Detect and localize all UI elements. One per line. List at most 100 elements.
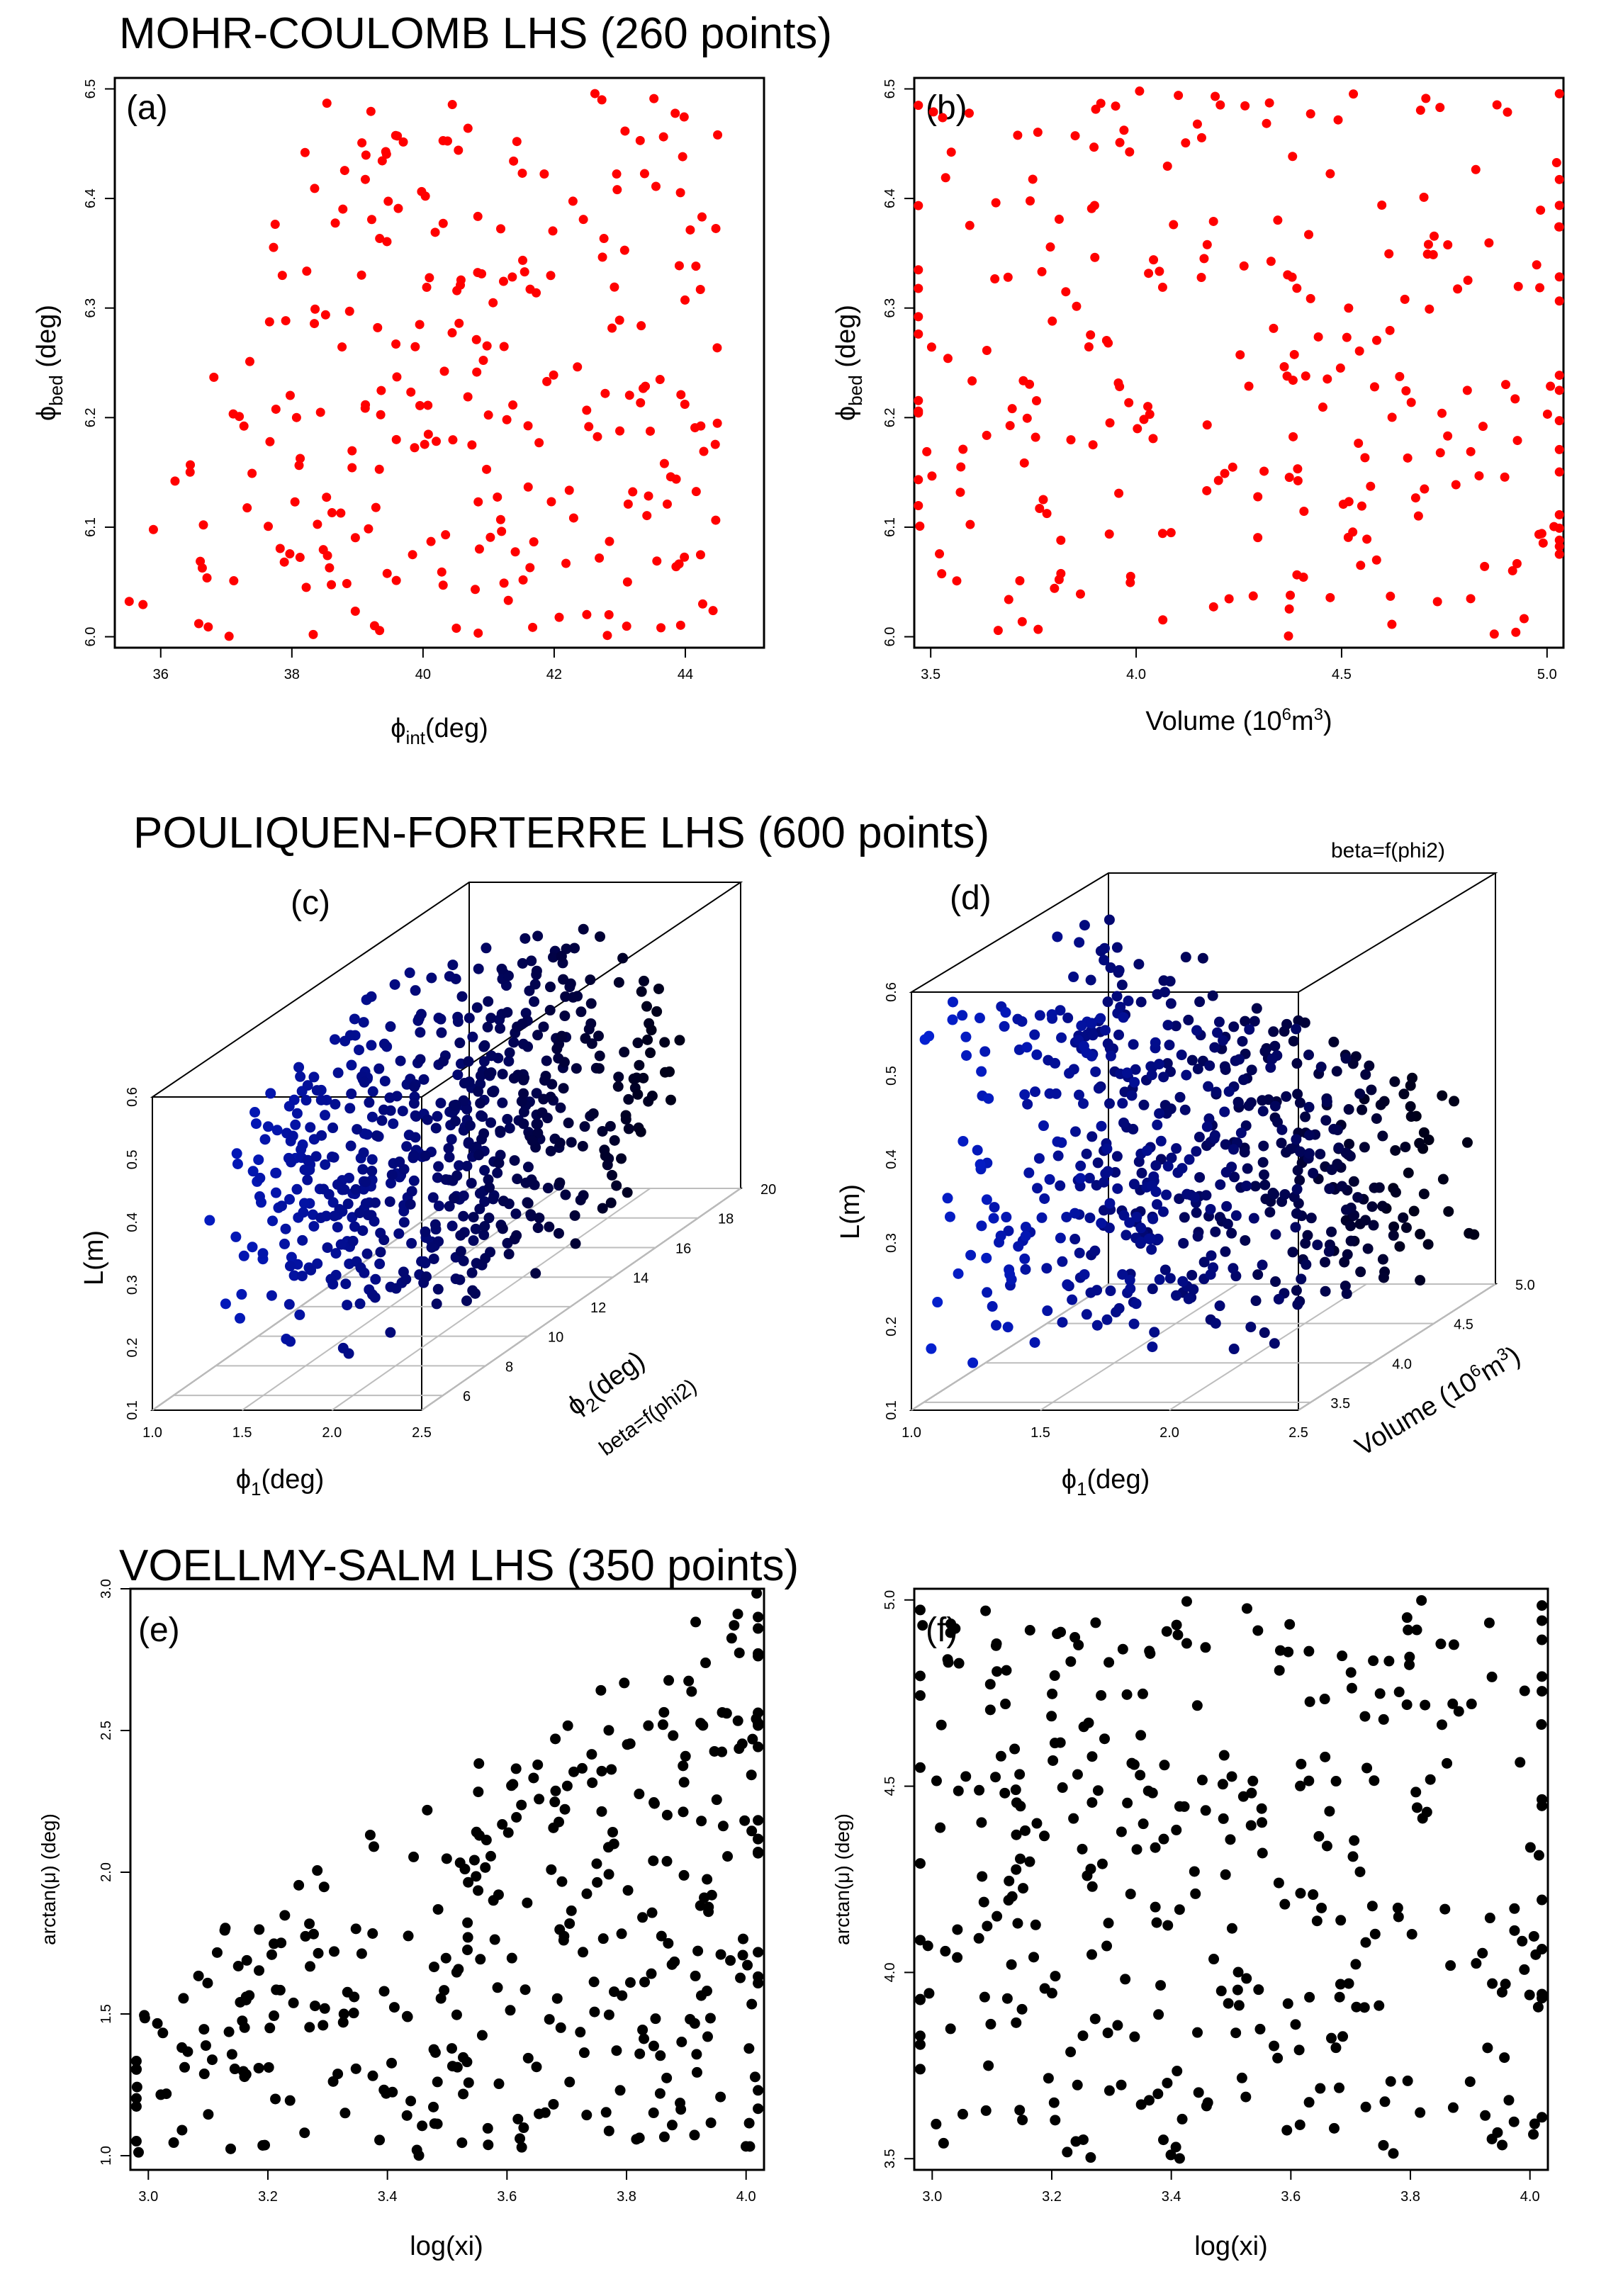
data-point (1117, 1098, 1128, 1109)
data-point (546, 497, 556, 507)
data-point (955, 488, 965, 497)
data-point (1030, 1086, 1041, 1098)
data-point (1542, 409, 1552, 419)
y-tick-label-a: 6.2 (83, 407, 99, 427)
x-tick-label-f: 3.8 (1400, 2189, 1420, 2205)
data-point (1312, 1239, 1323, 1251)
x-tick-label-e: 4.0 (736, 2189, 756, 2205)
data-point (603, 1725, 614, 1736)
data-point (220, 1923, 231, 1934)
data-point (1099, 955, 1110, 966)
y-tick-label-a: 6.5 (83, 79, 99, 99)
data-point (1528, 1930, 1539, 1942)
data-point (518, 255, 528, 265)
data-point (1135, 996, 1147, 1008)
y-axis-label-f: arctan(μ) (deg) (831, 1813, 853, 1945)
data-point (1338, 500, 1348, 510)
data-point (315, 1094, 327, 1105)
data-point (1439, 1903, 1451, 1915)
data-point (732, 1715, 743, 1726)
data-point (517, 1038, 529, 1049)
data-point (284, 1193, 296, 1205)
data-point (1257, 1817, 1268, 1828)
data-point (658, 132, 668, 142)
data-point (634, 1059, 645, 1071)
data-point (967, 1357, 979, 1368)
data-point (198, 2069, 210, 2080)
data-point (1221, 1200, 1232, 1212)
data-point (610, 282, 619, 292)
data-point (522, 2052, 534, 2064)
data-point (1346, 1682, 1357, 1694)
data-point (603, 2125, 614, 2137)
data-point (304, 2022, 315, 2033)
data-point (1196, 1774, 1208, 1786)
data-point (1245, 1820, 1257, 1831)
data-point (130, 2101, 142, 2112)
data-point (674, 559, 684, 569)
data-point (1214, 1300, 1225, 1312)
data-point (1228, 1263, 1239, 1274)
data-point (1554, 541, 1564, 551)
data-point (619, 1677, 630, 1689)
data-point (1462, 386, 1472, 395)
data-point (130, 2064, 142, 2075)
data-point (426, 1242, 437, 1253)
data-point (1146, 1244, 1157, 1255)
data-point (975, 1159, 986, 1170)
data-point (458, 2088, 469, 2100)
data-point (1354, 346, 1364, 356)
data-point (293, 1062, 305, 1073)
data-point (1315, 2083, 1326, 2094)
data-point (1096, 1689, 1107, 1701)
data-point (1162, 2077, 1173, 2088)
data-point (990, 274, 1000, 284)
data-point (452, 1069, 464, 1081)
data-point (639, 1976, 651, 1988)
data-point (974, 1784, 985, 1796)
data-point (1220, 1869, 1231, 1880)
data-point (1031, 395, 1041, 405)
data-point (430, 227, 440, 237)
data-point (1415, 106, 1425, 116)
data-point (1554, 272, 1564, 282)
data-point (1159, 1264, 1171, 1276)
data-point (548, 952, 559, 963)
data-point (999, 1020, 1010, 1032)
data-point (382, 568, 392, 578)
data-point (617, 952, 629, 964)
data-point (339, 1035, 351, 1047)
x-tick-label-e: 3.6 (497, 2189, 517, 2205)
data-point (1056, 1032, 1067, 1043)
data-point (1034, 1010, 1045, 1021)
data-point (578, 215, 588, 225)
data-point (943, 354, 953, 364)
panel-label-a: (a) (126, 89, 168, 127)
data-point (1484, 238, 1494, 248)
data-point (428, 2101, 439, 2112)
data-point (253, 2062, 264, 2073)
floor-grid-d (911, 1283, 1496, 1411)
data-point (402, 2011, 413, 2022)
y-tick-label-c: 0.2 (125, 1338, 140, 1358)
data-point (746, 1769, 757, 1781)
data-point (644, 491, 653, 501)
data-point (1241, 1973, 1252, 1984)
data-point (1537, 1988, 1548, 2000)
data-point (1524, 1989, 1535, 2000)
data-point (1198, 1256, 1210, 1268)
data-point (378, 1104, 389, 1115)
data-point (985, 2018, 996, 2030)
data-point (656, 1930, 667, 1942)
data-point (967, 376, 977, 386)
data-point (392, 372, 402, 382)
data-point (1242, 1163, 1253, 1174)
data-point (427, 1192, 439, 1203)
data-point (209, 372, 219, 382)
data-point (1019, 458, 1029, 468)
x-tick-label-c: 2.5 (412, 1425, 432, 1441)
data-point (1086, 1881, 1098, 1892)
data-point (749, 2071, 760, 2083)
data-point (454, 1274, 466, 1285)
data-point (196, 556, 206, 566)
